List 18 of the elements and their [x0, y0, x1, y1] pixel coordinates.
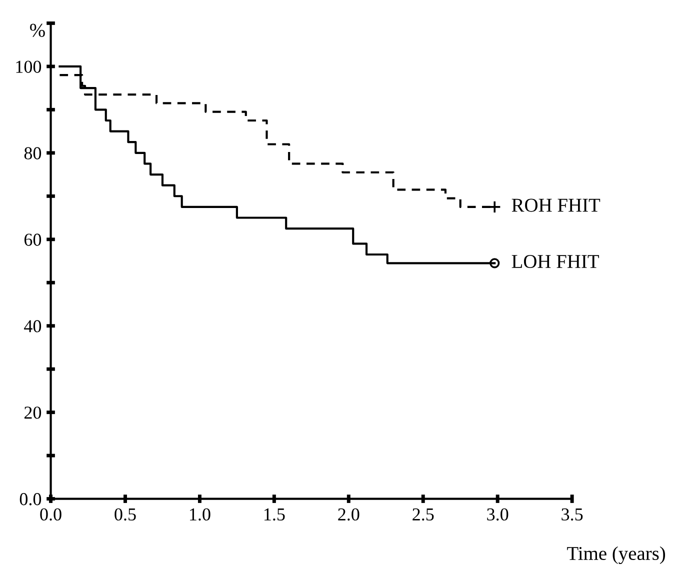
x-tick-label: 3.0 [487, 508, 508, 521]
y-tick-label: 80 [24, 147, 42, 160]
y-tick-label: 100 [16, 60, 42, 73]
y-tick-label: 20 [24, 406, 42, 419]
y-tick-label: 40 [24, 320, 42, 332]
y-axis-title: % [30, 24, 45, 37]
series-label: LOH FHIT [512, 254, 599, 268]
x-tick-label: 2.5 [412, 508, 434, 521]
x-tick-label: 0.0 [40, 508, 62, 521]
x-tick-label: 2.0 [338, 508, 360, 521]
x-tick-label: 0.5 [114, 508, 136, 521]
x-tick-label: 3.5 [562, 508, 583, 521]
x-tick-label: 1.5 [264, 508, 285, 521]
y-tick-label: 60 [24, 234, 42, 246]
y-tick-label: 0.0 [20, 493, 42, 506]
series-label: ROH FHIT [512, 198, 600, 212]
x-tick-label: 1.0 [190, 508, 210, 521]
x-axis-title: Time (years) [567, 546, 666, 564]
